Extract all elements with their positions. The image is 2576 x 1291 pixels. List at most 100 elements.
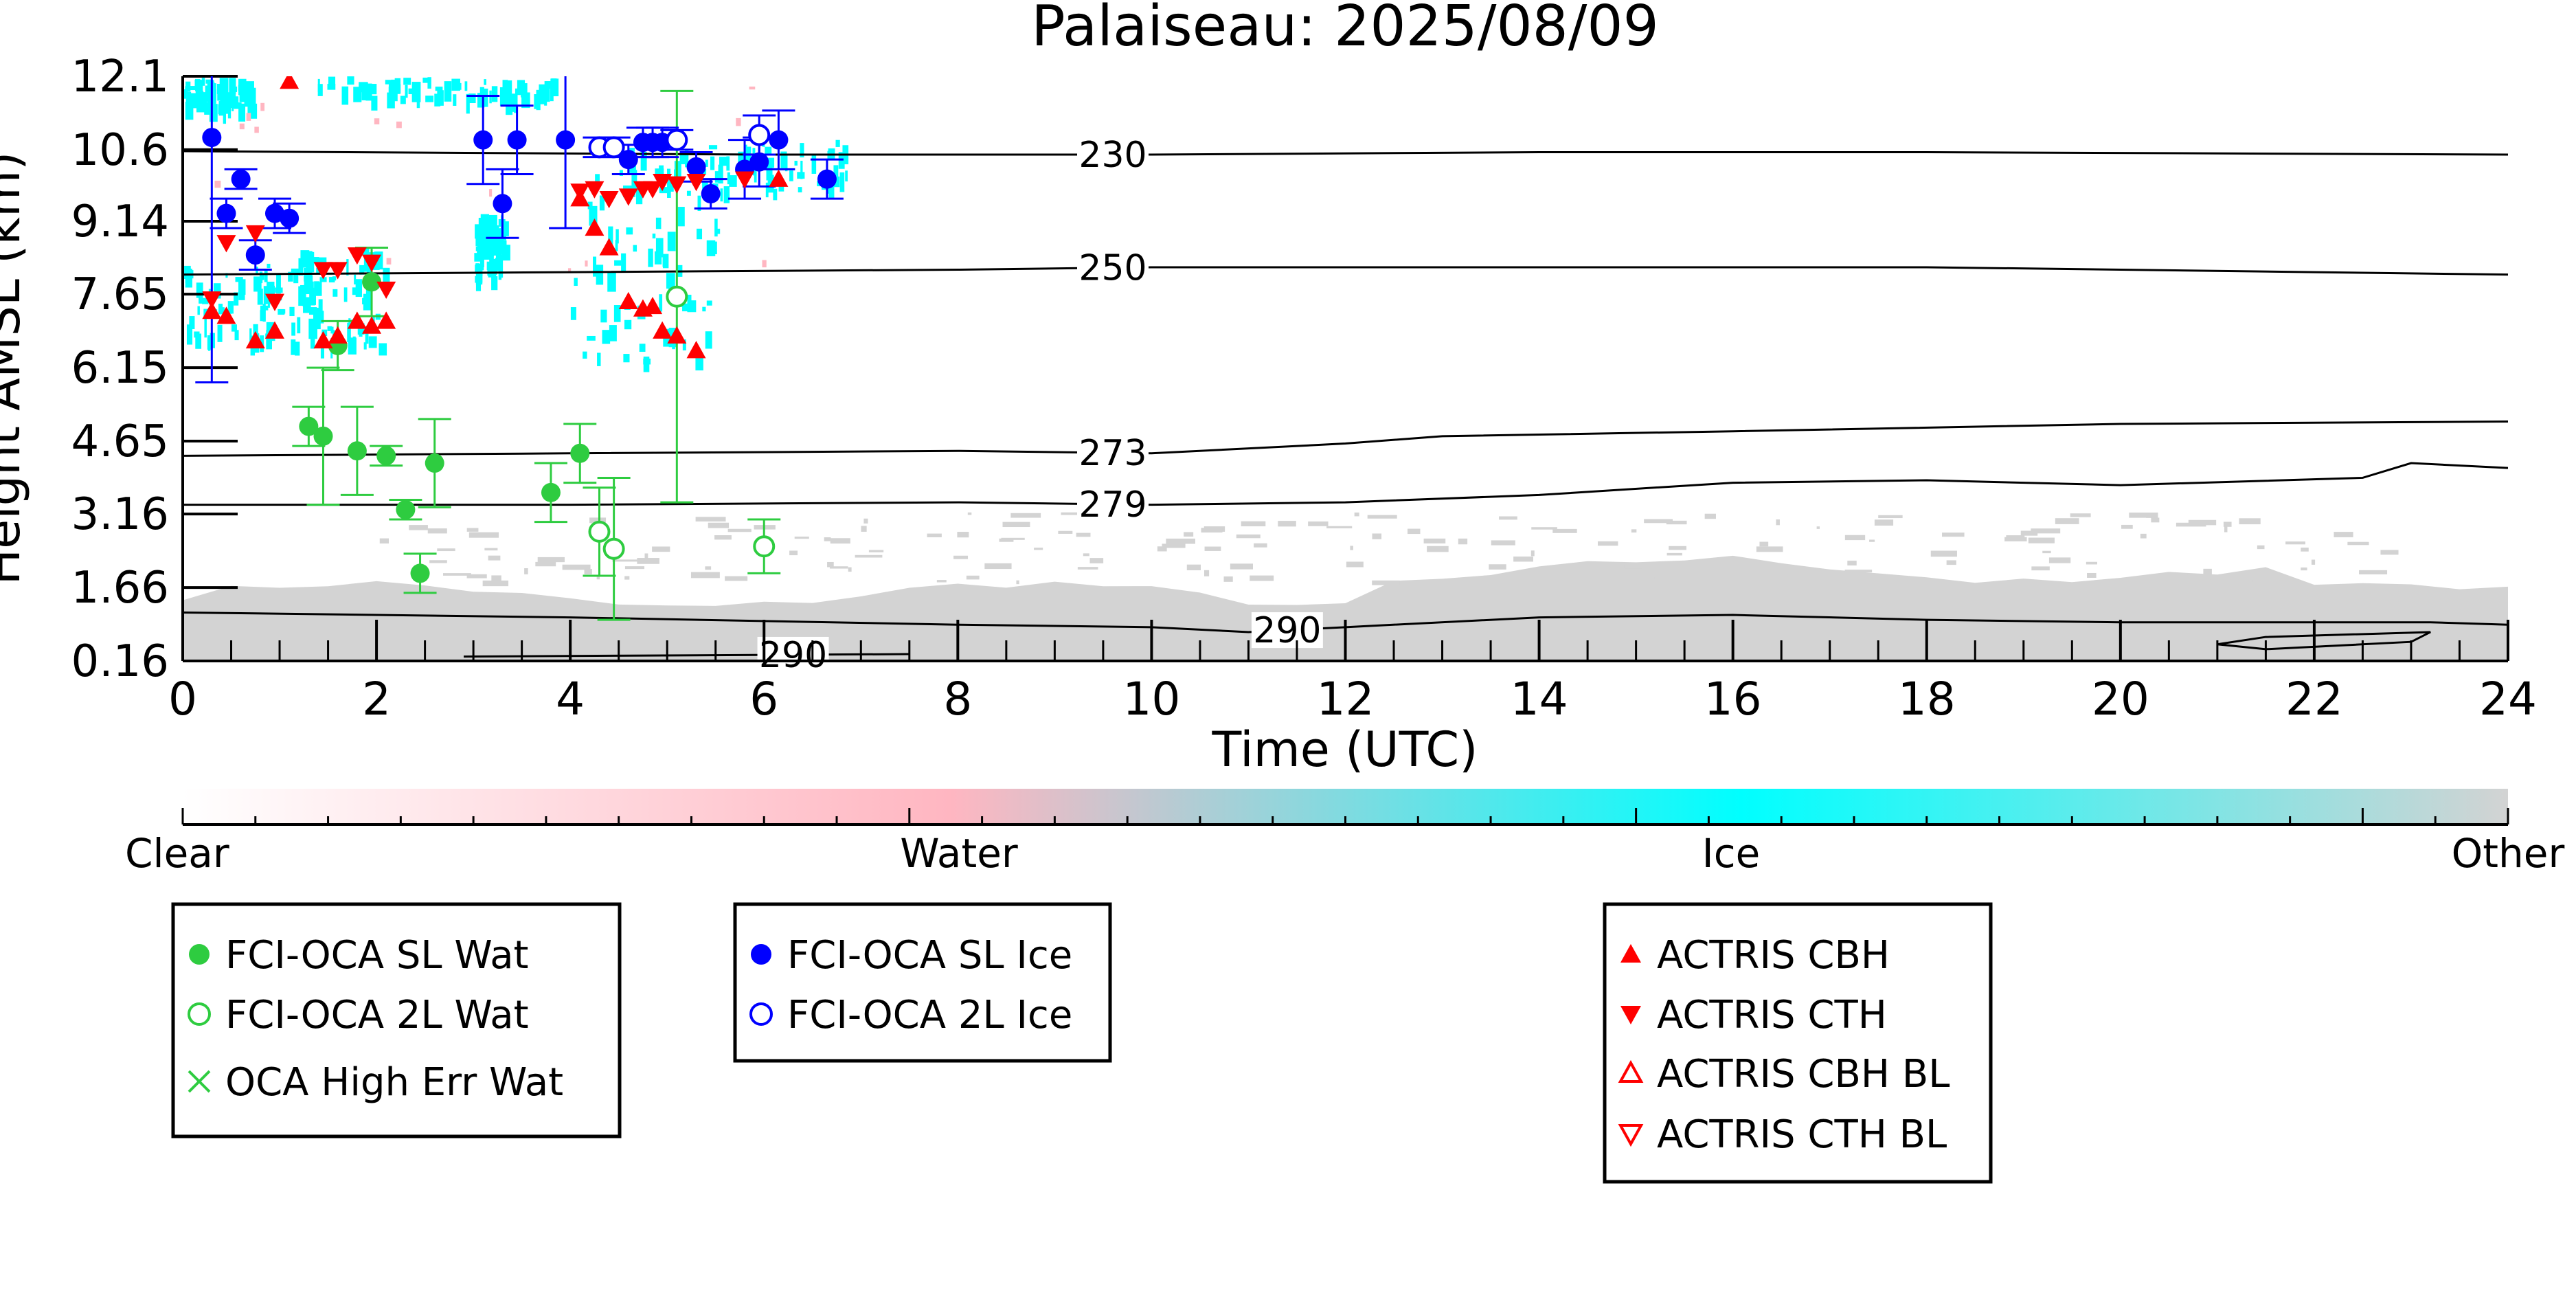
x-tick-label: 20	[2092, 673, 2149, 726]
curtain-pixel	[927, 533, 942, 537]
curtain-pixel	[1942, 532, 1965, 537]
curtain-pixel	[327, 84, 336, 90]
curtain-pixel	[999, 538, 1014, 542]
marker-fci-oca-sl-ice	[701, 184, 721, 204]
curtain-pixel	[341, 86, 349, 105]
curtain-pixel	[800, 160, 803, 179]
curtain-pixel	[714, 228, 721, 234]
legend-marker	[751, 944, 771, 965]
curtain-pixel	[427, 528, 447, 534]
curtain-pixel	[1624, 565, 1643, 569]
curtain-pixel	[497, 240, 507, 254]
curtain-pixel	[295, 341, 300, 356]
curtain-pixel	[2347, 541, 2369, 546]
legend-entry-label: FCI-OCA SL Wat	[225, 933, 529, 978]
curtain-pixel	[506, 80, 512, 101]
x-tick-label: 0	[168, 673, 197, 726]
curtain-pixel	[475, 276, 482, 291]
curtain-pixel	[545, 84, 550, 102]
curtain-pixel	[583, 351, 587, 359]
curtain-pixel	[369, 84, 377, 95]
curtain-pixel	[1076, 532, 1091, 537]
curtain-pixel	[539, 86, 546, 104]
curtain-pixel	[1077, 567, 1098, 570]
curtain-pixel	[811, 155, 817, 174]
curtain-pixel	[202, 298, 209, 304]
contour-line-250	[183, 266, 2508, 276]
marker-fci-oca-sl-ice	[216, 203, 236, 223]
curtain-pixel	[363, 293, 372, 311]
y-tick-label: 6.15	[71, 343, 170, 394]
curtain-pixel	[596, 265, 604, 285]
legend-entry-label: FCI-OCA 2L Wat	[225, 993, 529, 1037]
curtain-pixel	[966, 575, 980, 580]
marker-actris-cth	[599, 190, 619, 209]
curtain-pixel	[343, 287, 348, 302]
curtain-pixel	[845, 170, 848, 182]
curtain-pixel	[667, 232, 676, 251]
curtain-pixel	[690, 572, 720, 579]
contour-label-bg	[1077, 486, 1149, 522]
curtain-pixel	[437, 548, 455, 552]
curtain-pixel	[827, 561, 834, 568]
curtain-pixel	[1184, 532, 1194, 537]
marker-fci-oca-2l-ice	[666, 128, 688, 151]
marker-fci-oca-sl-wat	[541, 482, 561, 502]
marker-actris-cth	[328, 262, 348, 280]
marker-actris-cth	[264, 293, 284, 311]
curtain-pixel	[238, 293, 245, 300]
curtain-pixel	[2162, 573, 2188, 576]
curtain-pixel	[828, 184, 835, 199]
curtain-pixel	[967, 512, 972, 515]
marker-fci-oca-2l-wat	[753, 535, 776, 558]
curtain-pixel	[640, 152, 647, 171]
legend-box-3: ACTRIS CBH ACTRIS CTH ACTRIS CBH BL ACTRIS …	[1603, 902, 1993, 1184]
curtain-pixel	[352, 336, 356, 341]
curtain-pixel	[515, 88, 523, 96]
curtain-pixel	[189, 316, 195, 329]
curtain-pixel	[368, 336, 377, 348]
contour-line-290	[183, 611, 2508, 633]
curtain-pixel	[1354, 512, 1359, 517]
curtain-pixel	[584, 569, 592, 575]
curtain-pixel	[2176, 522, 2206, 527]
curtain-pixel	[185, 91, 192, 113]
curtain-pixel	[315, 311, 321, 330]
curtain-pixel	[312, 257, 319, 264]
curtain-pixel	[599, 195, 605, 211]
curtain-pixel	[798, 187, 802, 193]
marker-fci-oca-sl-ice	[231, 169, 251, 189]
x-tick-label: 8	[943, 673, 972, 726]
x-tick-label: 10	[1122, 673, 1180, 726]
curtain-pixel	[207, 335, 211, 351]
curtain-pixel	[365, 326, 369, 344]
curtain-pixel	[624, 566, 645, 570]
marker-actris-cbh	[585, 218, 605, 236]
curtain-pixel	[830, 538, 850, 544]
contour-label: 230	[1078, 135, 1146, 176]
y-tick-label: 7.65	[71, 269, 170, 320]
curtain-pixel	[475, 224, 484, 239]
curtain-pixel	[396, 121, 402, 128]
curtain-pixel	[1847, 561, 1857, 566]
marker-actris-cbh	[618, 291, 638, 310]
marker-fci-oca-sl-ice	[618, 150, 638, 170]
curtain-pixel	[706, 240, 716, 256]
curtain-pixel	[613, 305, 621, 322]
curtain-pixel	[674, 161, 681, 179]
marker-fci-oca-sl-wat	[313, 426, 333, 446]
marker-fci-oca-sl-wat	[570, 443, 590, 463]
curtain-pixel	[355, 279, 363, 298]
curtain-pixel	[863, 518, 868, 524]
contour-line-230	[183, 150, 2508, 156]
curtain-pixel	[643, 358, 651, 365]
curtain-pixel	[466, 93, 470, 114]
curtain-pixel	[486, 232, 493, 241]
curtain-pixel	[487, 263, 490, 276]
curtain-pixel	[1597, 541, 1618, 546]
marker-actris-cth	[643, 181, 663, 199]
curtain-pixel	[199, 80, 203, 101]
curtain-pixel	[1489, 564, 1506, 570]
curtain-pixel	[357, 323, 365, 335]
x-tick-label: 6	[749, 673, 778, 726]
